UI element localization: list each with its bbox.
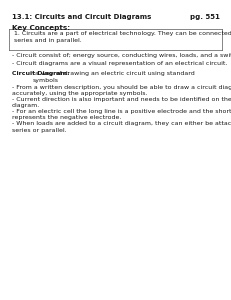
Text: - When loads are added to a circuit diagram, they can either be attached in: - When loads are added to a circuit diag…	[12, 122, 231, 127]
Text: Circuit Diagram:: Circuit Diagram:	[12, 71, 69, 76]
Text: diagram.: diagram.	[12, 103, 40, 108]
Text: series and in parallel.: series and in parallel.	[14, 38, 82, 43]
Text: - From a written description, you should be able to draw a circuit diagram: - From a written description, you should…	[12, 85, 231, 90]
Text: represents the negative electrode.: represents the negative electrode.	[12, 115, 121, 120]
Text: - Current direction is also important and needs to be identified on the: - Current direction is also important an…	[12, 97, 231, 102]
Text: 13.1: Circuits and Circuit Diagrams: 13.1: Circuits and Circuit Diagrams	[12, 14, 151, 20]
Text: - Circuit diagrams are a visual representation of an electrical circuit.: - Circuit diagrams are a visual represen…	[12, 61, 227, 67]
Text: - For an electric cell the long line is a positive electrode and the shorter lin: - For an electric cell the long line is …	[12, 109, 231, 114]
Text: 1. Circuits are a part of electrical technology. They can be connected in: 1. Circuits are a part of electrical tec…	[14, 32, 231, 37]
Text: a way of drawing an electric circuit using standard
symbols: a way of drawing an electric circuit usi…	[33, 71, 195, 83]
Text: series or parallel.: series or parallel.	[12, 128, 66, 133]
Text: Key Concepts:: Key Concepts:	[12, 25, 70, 31]
Text: - Circuit consist of; energy source, conducting wires, loads, and a switch.: - Circuit consist of; energy source, con…	[12, 53, 231, 58]
Text: accurately, using the appropriate symbols.: accurately, using the appropriate symbol…	[12, 91, 147, 96]
Text: pg. 551: pg. 551	[190, 14, 219, 20]
